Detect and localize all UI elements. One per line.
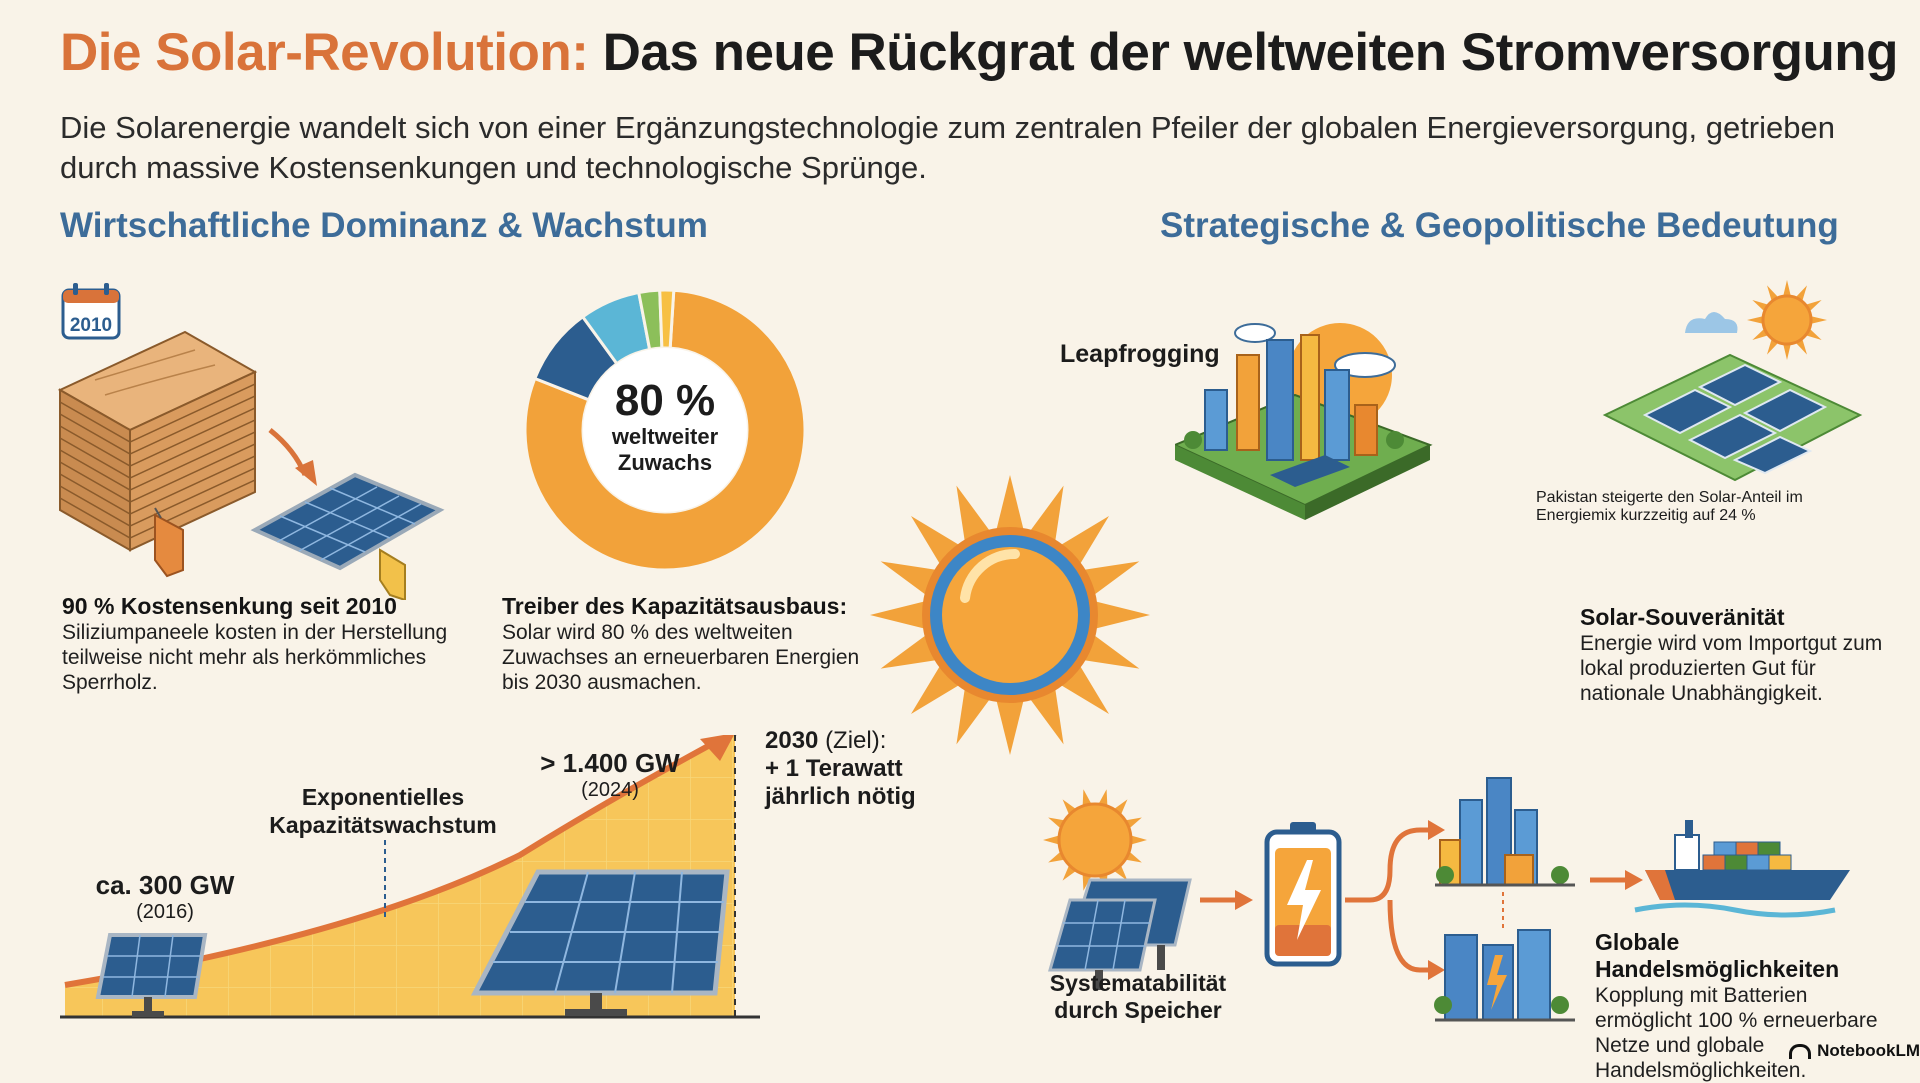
small-sun-icon [1747, 280, 1827, 360]
sun-ray [956, 485, 992, 544]
sun-ray [1782, 280, 1792, 299]
capacity-driver-text: Solar wird 80 % des weltweiten Zuwachses… [502, 621, 860, 694]
leapfrogging-city-icon [1175, 323, 1433, 520]
growth-2016-year: (2016) [136, 901, 194, 923]
cost-reduction-text: Siliziumpaneele kosten in der Herstellun… [62, 621, 448, 694]
growth-2024-value: > 1.400 GW [540, 748, 680, 778]
sovereignty-heading: Solar-Souveränität [1580, 604, 1785, 630]
grid-buildings-icon [1434, 929, 1575, 1022]
calendar-icon: 2010 [61, 283, 121, 340]
sun-ray [1808, 315, 1827, 325]
sun-ray [880, 561, 939, 597]
target-tag: (Ziel): [825, 727, 887, 754]
small-solar-panel-icon [95, 933, 208, 1017]
section-heading-strategic: Strategische & Geopolitische Bedeutung [1160, 206, 1839, 245]
calendar-year: 2010 [70, 315, 112, 336]
growth-label-2016: ca. 300 GW (2016) [85, 870, 245, 924]
sovereignty-block: Solar-Souveränität Energie wird vom Impo… [1580, 604, 1890, 706]
capacity-driver-block: Treiber des Kapazitätsausbaus: Solar wir… [502, 593, 862, 695]
title-accent: Die Solar-Revolution: [60, 23, 589, 82]
sun-ray [956, 686, 992, 745]
page-subtitle: Die Solarenergie wandelt sich von einer … [60, 110, 1835, 185]
sun-ray [1028, 686, 1064, 745]
sun-ray [995, 475, 1025, 533]
growth-label-2024: > 1.400 GW (2024) [530, 748, 690, 802]
trade-heading: Globale Handelsmöglichkeiten [1595, 929, 1840, 982]
sun-ray [1747, 315, 1766, 325]
cloud-icon [1234, 323, 1276, 343]
target-line2: + 1 Terawatt [765, 755, 903, 782]
title-main: Das neue Rückgrat der weltweiten Stromve… [602, 23, 1899, 82]
solar-panel-icon [250, 472, 445, 600]
storage-label-line1: Systematabilität [1049, 970, 1227, 996]
arrow-head-icon [295, 460, 317, 486]
target-line3: jährlich nötig [765, 783, 916, 810]
cost-reduction-heading: 90 % Kostensenkung seit 2010 [62, 593, 397, 619]
pakistan-text: Pakistan steigerte den Solar-Anteil im E… [1536, 489, 1803, 524]
notebooklm-icon [1789, 1043, 1812, 1059]
target-year: 2030 [765, 727, 819, 754]
city-icon [1435, 777, 1575, 887]
growth-2024-year: (2024) [581, 779, 639, 801]
cargo-ship-icon [1634, 820, 1850, 918]
section-heading-economic: Wirtschaftliche Dominanz & Wachstum [60, 206, 708, 245]
capacity-driver-heading: Treiber des Kapazitätsausbaus: [502, 593, 848, 619]
notebooklm-logo: NotebookLM [1789, 1041, 1920, 1061]
plywood-stack-icon [57, 330, 258, 578]
battery-icon [1264, 822, 1342, 967]
growth-label-exponential: Exponentielles Kapazitätswachstum [269, 784, 497, 838]
leapfrogging-label: Leapfrogging [1060, 340, 1220, 368]
donut-chart [523, 288, 807, 572]
capacity-growth-curve [60, 735, 760, 1019]
storage-trade-flow-diagram [1043, 777, 1850, 1022]
sun-ray [1782, 341, 1792, 360]
trade-block: Globale Handelsmöglichkeiten Kopplung mi… [1595, 929, 1905, 1083]
donut-center-line1: weltweiter [611, 424, 719, 449]
storage-label: Systematabilität durch Speicher [1038, 970, 1238, 1024]
sun-with-panels-icon [1043, 789, 1192, 990]
brand-name: NotebookLM [1817, 1041, 1920, 1060]
donut-center-line2: Zuwachs [617, 450, 713, 475]
solar-field-icon [1602, 280, 1863, 482]
cloud-icon [1685, 312, 1738, 333]
sun-ray [1028, 485, 1064, 544]
page-title: Die Solar-Revolution: Das neue Rückgrat … [60, 22, 1899, 83]
plywood-to-panel-illustration: 2010 [57, 283, 445, 600]
trade-text: Kopplung mit Batterien ermöglicht 100 % … [1595, 984, 1878, 1082]
growth-label-2030-target: 2030 (Ziel): + 1 Terawatt jährlich nötig [765, 727, 940, 811]
cost-reduction-block: 90 % Kostensenkung seit 2010 Siliziumpan… [62, 593, 482, 695]
growth-2016-value: ca. 300 GW [95, 870, 235, 900]
sun-ray [870, 600, 928, 630]
sun-icon [870, 475, 1150, 755]
large-solar-panel-icon [470, 869, 730, 1016]
donut-slice-other-4 [658, 288, 676, 350]
sun-ray [995, 697, 1025, 755]
sun-ray [1081, 561, 1140, 597]
sun-ray [880, 633, 939, 669]
donut-center-value: 80 % [614, 376, 716, 425]
sovereignty-text: Energie wird vom Importgut zum lokal pro… [1580, 632, 1883, 705]
donut-hole [583, 348, 747, 512]
donut-center-label: 80 % weltweiter Zuwachs [585, 378, 745, 476]
storage-label-line2: durch Speicher [1054, 997, 1222, 1023]
sun-ray [1081, 633, 1140, 669]
sun-ray [1092, 600, 1150, 630]
